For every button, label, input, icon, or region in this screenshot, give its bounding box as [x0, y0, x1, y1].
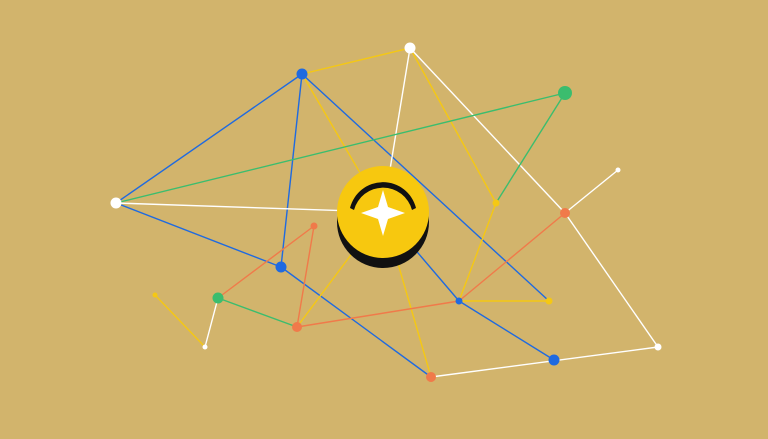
edge-blue — [458, 300, 555, 361]
edge-white — [564, 169, 619, 214]
node-orange — [292, 322, 302, 332]
edge-green — [115, 92, 566, 204]
edge-white — [430, 346, 659, 378]
edge-yellow — [301, 47, 411, 75]
edge-blue — [280, 73, 303, 268]
network-nodes — [110, 42, 662, 382]
edge-orange — [217, 225, 315, 299]
node-green — [212, 292, 224, 304]
edge-yellow — [458, 202, 497, 302]
edge-green — [217, 297, 298, 328]
four-point-star-icon — [361, 190, 405, 236]
node-orange — [310, 222, 318, 230]
edge-orange — [458, 212, 566, 302]
coin-arc — [350, 182, 416, 210]
node-white — [654, 343, 662, 351]
edge-blue — [280, 266, 432, 378]
edge-blue — [115, 202, 282, 268]
node-blue — [296, 68, 308, 80]
edge-white — [409, 47, 566, 214]
edge-orange — [296, 300, 460, 328]
network-edges — [115, 47, 659, 378]
node-yellow — [492, 199, 500, 207]
edge-white — [204, 297, 219, 348]
node-green — [558, 86, 572, 100]
edge-white — [564, 212, 659, 348]
node-orange — [560, 208, 570, 218]
edge-green — [495, 92, 566, 204]
edge-yellow — [154, 294, 206, 348]
node-white — [202, 344, 208, 350]
coin-emblem — [337, 166, 429, 268]
node-yellow — [152, 292, 158, 298]
node-orange — [426, 372, 436, 382]
node-yellow — [545, 297, 553, 305]
node-blue — [275, 261, 287, 273]
edge-orange — [296, 225, 315, 328]
node-blue — [455, 297, 463, 305]
node-white — [615, 167, 621, 173]
node-blue — [548, 354, 560, 366]
edge-yellow — [409, 47, 497, 204]
edge-blue — [115, 73, 303, 204]
node-white — [404, 42, 416, 54]
node-white — [110, 197, 122, 209]
edge-blue — [301, 73, 550, 302]
